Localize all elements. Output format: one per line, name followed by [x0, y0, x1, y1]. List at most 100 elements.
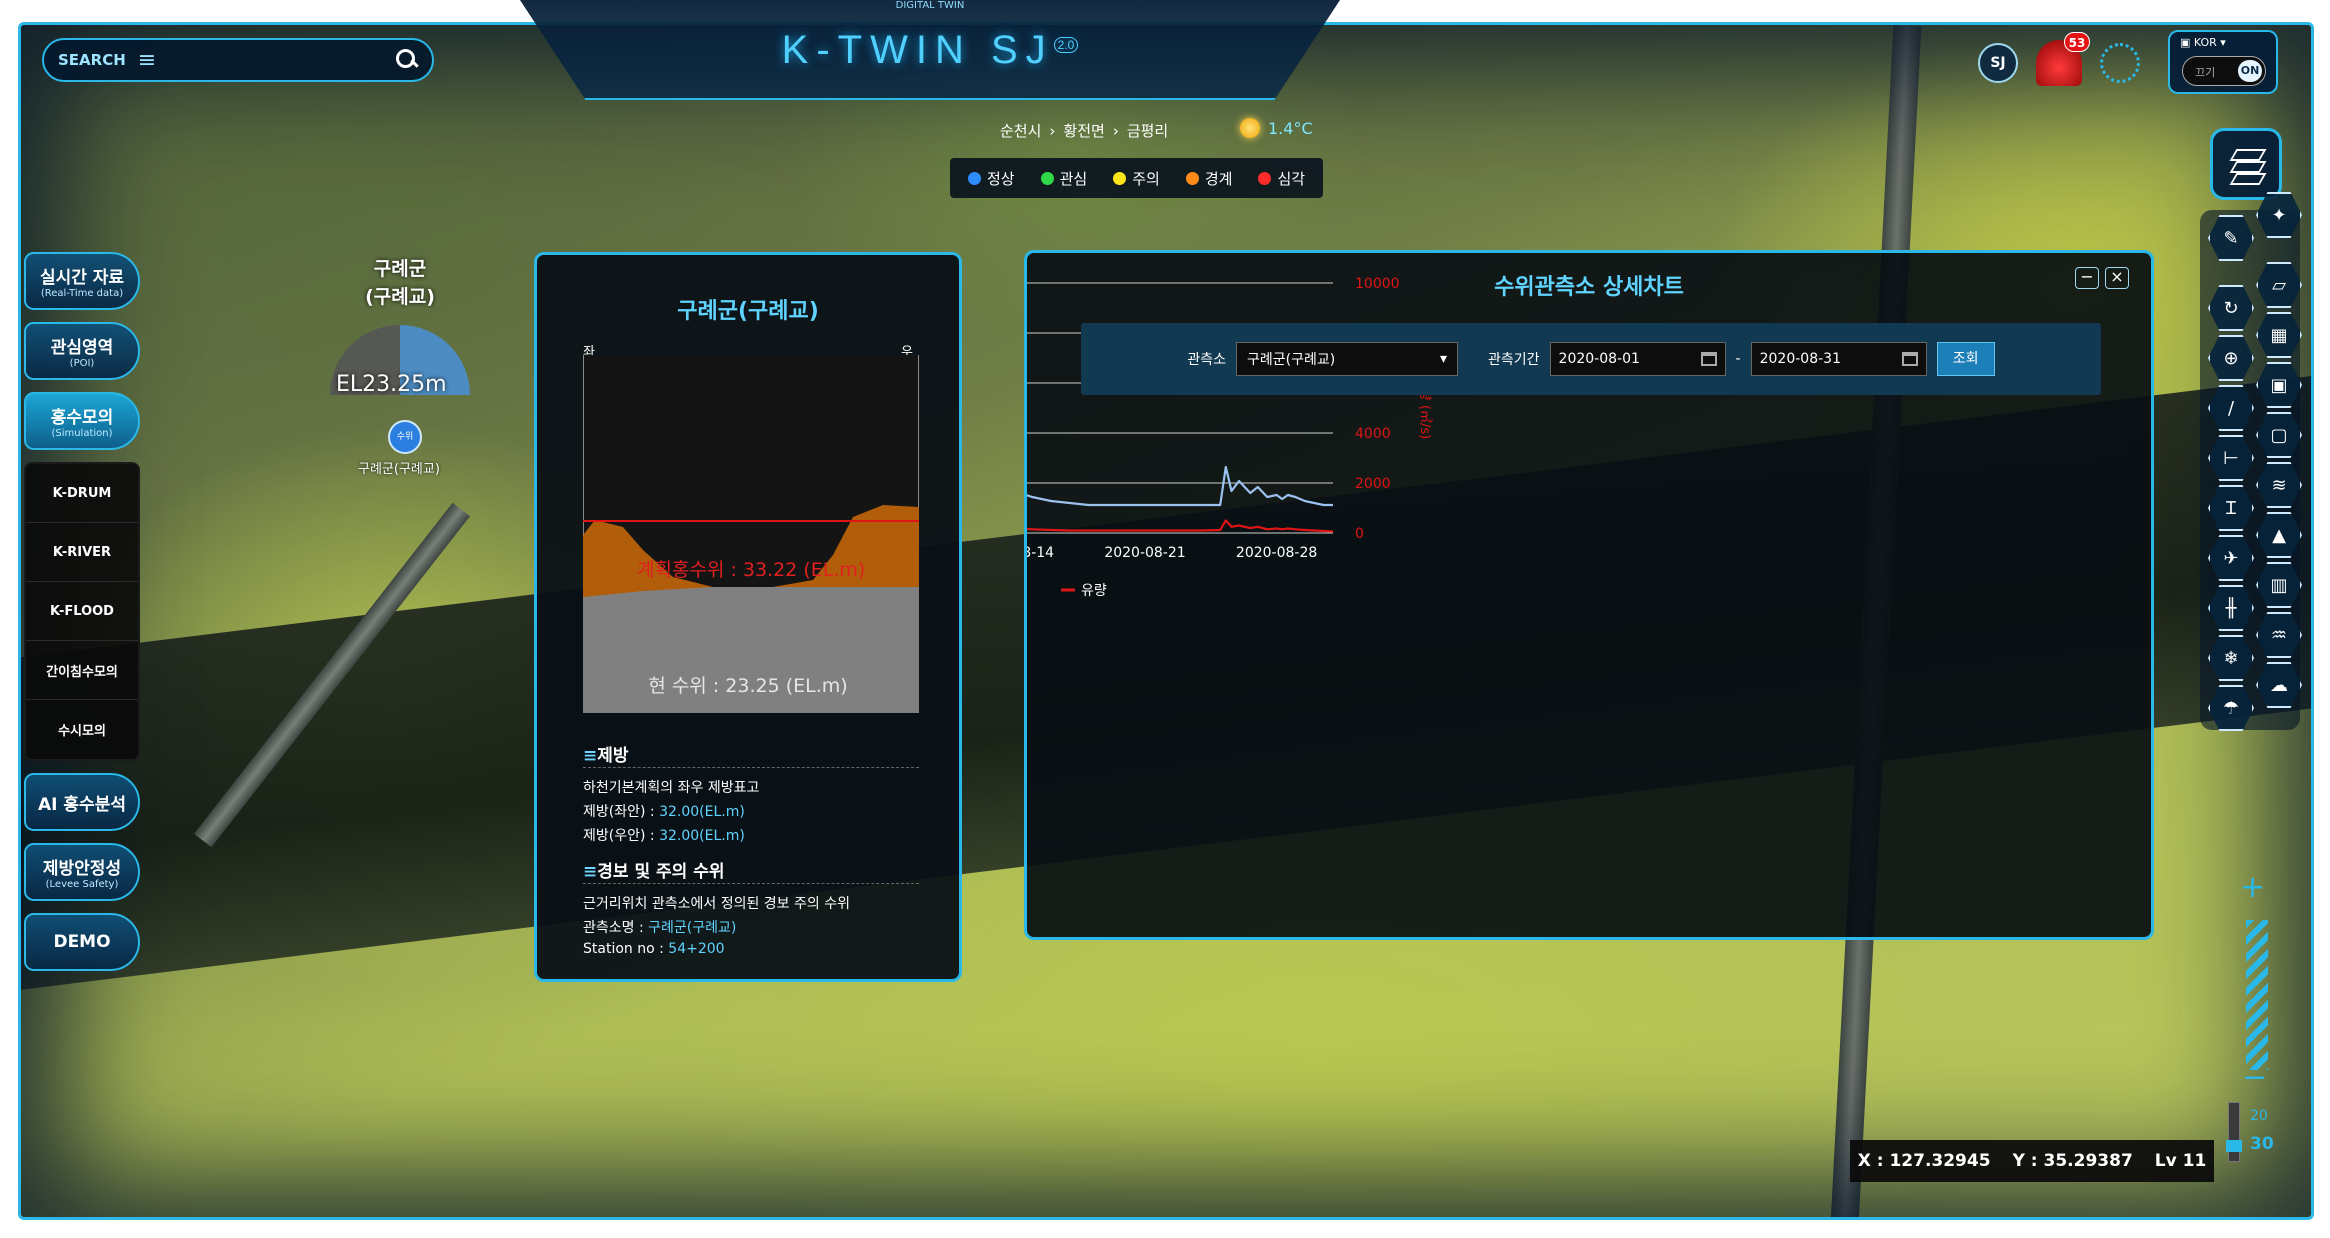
top-right-tools: SJ 53 — [1978, 32, 2140, 86]
x-tick-label: 2020-08-28 — [1236, 545, 1317, 561]
station-filter-label: 관측소 — [1187, 352, 1227, 368]
weather-widget: 1.4°C — [1240, 118, 1313, 138]
zoom-in-button[interactable]: + — [2240, 870, 2266, 905]
station-number: Station no : 54+200 — [583, 941, 725, 957]
frame-icon[interactable]: ▣ — [2256, 362, 2302, 408]
levee-left: 제방(좌안) : 32.00(EL.m) — [583, 801, 745, 821]
map-icon[interactable]: ▦ — [2256, 312, 2302, 358]
poi-button[interactable]: 관심영역 (POI) — [24, 322, 140, 380]
rotate-icon[interactable]: ↻ — [2208, 285, 2254, 331]
button-label: 홍수모의 — [50, 408, 114, 428]
station-select[interactable]: 구례군(구례교) ▾ — [1236, 342, 1459, 376]
station-no-label: Station no : — [583, 941, 669, 957]
submenu-simple-inundation[interactable]: 간이침수모의 — [26, 641, 138, 700]
alert-count-badge: 53 — [2064, 32, 2090, 52]
airplane-icon[interactable]: ✈ — [2208, 535, 2254, 581]
distance-icon[interactable]: ⊢ — [2208, 435, 2254, 481]
date-to-input[interactable]: 2020-08-31 — [1750, 342, 1927, 376]
simulation-button[interactable]: 홍수모의 (Simulation) — [24, 392, 140, 450]
display-toggle[interactable]: 끄기 ON — [2182, 56, 2266, 86]
realtime-data-button[interactable]: 실시간 자료 (Real-Time data) — [24, 252, 140, 310]
capture-icon[interactable]: ▢ — [2256, 412, 2302, 458]
chevron-right-icon: › — [1049, 121, 1056, 140]
submenu-ondemand[interactable]: 수시모의 — [58, 724, 106, 739]
toggle-knob: ON — [2238, 60, 2262, 82]
date-to-value: 2020-08-31 — [1759, 351, 1841, 367]
gauge-value: EL23.25m — [336, 372, 447, 397]
measure-pen-icon[interactable]: ✎ — [2208, 215, 2254, 261]
status-dot-icon — [968, 171, 981, 185]
area-tool-icon[interactable]: ▱ — [2256, 262, 2302, 308]
language-select[interactable]: ▣ KOR ▾ — [2180, 36, 2226, 49]
demo-button[interactable]: DEMO — [24, 913, 140, 971]
tower-icon[interactable]: ╫ — [2208, 585, 2254, 631]
divider — [583, 883, 919, 884]
status-legend: 정상 관심 주의 경계 심각 — [950, 158, 1324, 198]
button-sublabel: (POI) — [69, 358, 95, 369]
levee-safety-button[interactable]: 제방안정성 (Levee Safety) — [24, 843, 140, 901]
submenu-k-drum[interactable]: K-DRUM — [26, 464, 138, 523]
chart-panel: 6057.55552.55047.51000080006000400020000… — [1024, 250, 2154, 940]
water-waves-icon[interactable]: ≋ — [2256, 462, 2302, 508]
button-sublabel: (Simulation) — [51, 428, 113, 439]
flood-icon[interactable]: ♒ — [2256, 612, 2302, 658]
station-name-label: 관측소명 : — [583, 920, 649, 936]
zoom-out-button[interactable]: − — [2242, 1060, 2268, 1095]
query-button[interactable]: 조회 — [1936, 342, 1995, 376]
terrain-icon[interactable]: ▲ — [2256, 512, 2302, 558]
x-tick-label: 2020-08-14 — [1027, 545, 1054, 561]
level-slider[interactable] — [2228, 1102, 2240, 1162]
language-label: KOR — [2193, 36, 2217, 49]
search-icon[interactable] — [396, 49, 418, 71]
snow-icon[interactable]: ❄ — [2208, 635, 2254, 681]
height-icon[interactable]: Ɪ — [2208, 485, 2254, 531]
umbrella-icon[interactable]: ☂ — [2208, 685, 2254, 731]
toggle-off-label: 끄기 — [2195, 66, 2216, 79]
cloud-icon[interactable]: ☁ — [2256, 662, 2302, 708]
crosshair-icon[interactable]: ⊕ — [2208, 335, 2254, 381]
simulation-submenu: K-DRUM K-RIVER K-FLOOD 간이침수모의 수시모의 — [24, 462, 140, 761]
settings-icon[interactable] — [2100, 43, 2140, 83]
close-button[interactable]: × — [2105, 267, 2129, 289]
zoom-track[interactable] — [2246, 920, 2268, 1070]
search-bar: SEARCH ≡ — [42, 38, 434, 82]
legend-item: 정상 — [968, 168, 1015, 189]
station-select-value: 구례군(구례교) — [1247, 352, 1336, 368]
alarm-siren-icon[interactable]: 53 — [2036, 32, 2090, 86]
legend-label: 유량 — [1081, 583, 1107, 599]
layers-button[interactable] — [2210, 128, 2282, 200]
y2-tick-label: 4000 — [1355, 426, 1391, 442]
legend-item: 심각 — [1258, 168, 1305, 189]
line-tool-icon[interactable]: / — [2208, 385, 2254, 431]
menu-icon[interactable]: ≡ — [137, 47, 157, 73]
left-bank-label: 좌 — [583, 345, 595, 360]
legend-label: 정상 — [987, 169, 1015, 188]
left-menu: 실시간 자료 (Real-Time data) 관심영역 (POI) 홍수모의 … — [24, 252, 154, 983]
search-input[interactable] — [168, 51, 384, 69]
submenu-k-flood[interactable]: K-FLOOD — [26, 582, 138, 641]
logo-subtitle: DIGITAL TWIN — [895, 0, 965, 11]
legend-item: 경계 — [1185, 168, 1232, 189]
status-dot-icon — [1040, 171, 1054, 185]
calendar-icon[interactable] — [1901, 352, 1918, 366]
compass-icon[interactable]: ✦ — [2256, 192, 2302, 238]
columns-icon[interactable]: ▥ — [2256, 562, 2302, 608]
calendar-icon[interactable] — [1700, 352, 1717, 366]
right-bank-label: 우 — [901, 345, 913, 360]
user-avatar[interactable]: SJ — [1978, 43, 2018, 83]
layers-icon — [2229, 173, 2267, 185]
breadcrumb: 순천시 › 황전면 › 금평리 — [1000, 120, 1168, 141]
status-dot-icon — [1258, 171, 1272, 185]
breadcrumb-item[interactable]: 황전면 — [1063, 122, 1105, 140]
ai-flood-button[interactable]: AI 홍수분석 — [24, 773, 140, 831]
current-water-fill — [583, 587, 919, 713]
minimize-button[interactable]: − — [2075, 267, 2099, 289]
app-logo: K-TWIN SJ 2.0 — [520, 28, 1340, 73]
breadcrumb-item[interactable]: 금평리 — [1126, 122, 1169, 140]
date-from-input[interactable]: 2020-08-01 — [1549, 342, 1726, 376]
submenu-k-river[interactable]: K-RIVER — [26, 523, 138, 582]
breadcrumb-item[interactable]: 순천시 — [1000, 122, 1042, 140]
level-slider-knob[interactable] — [2226, 1140, 2242, 1152]
coord-y: Y : 35.29387 — [2012, 1151, 2133, 1171]
water-station-icon[interactable]: 수위 — [388, 420, 422, 454]
